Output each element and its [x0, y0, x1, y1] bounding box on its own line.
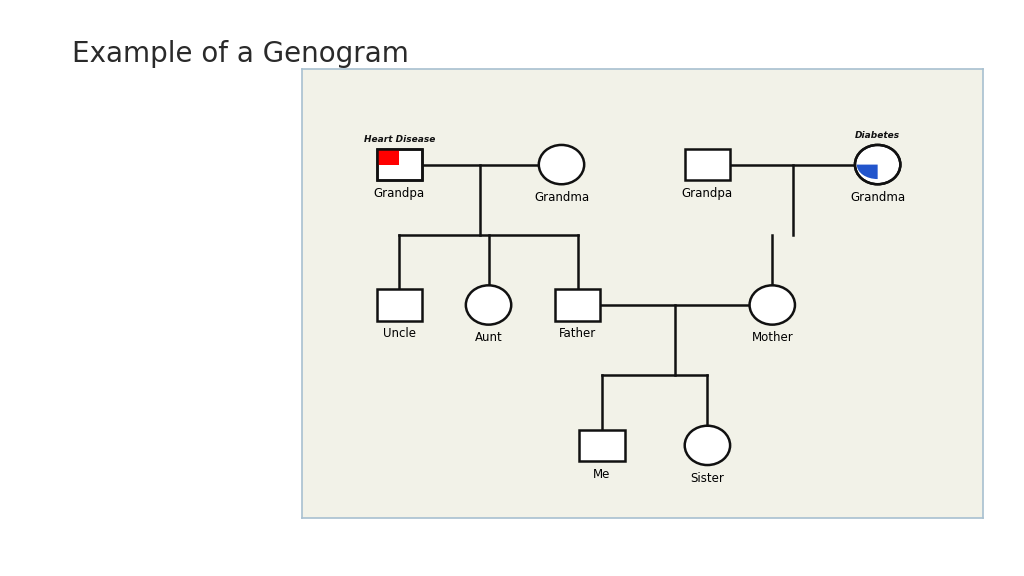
Text: Grandpa: Grandpa: [374, 187, 425, 200]
Text: Grandma: Grandma: [850, 191, 905, 204]
Text: Sister: Sister: [690, 472, 724, 485]
Bar: [685, 149, 730, 180]
Text: Heart Disease: Heart Disease: [364, 135, 435, 145]
Bar: [377, 149, 399, 165]
Ellipse shape: [685, 426, 730, 465]
Ellipse shape: [539, 145, 584, 184]
Bar: [580, 430, 625, 461]
Text: Grandma: Grandma: [534, 191, 589, 204]
Wedge shape: [857, 165, 878, 179]
Text: Example of a Genogram: Example of a Genogram: [72, 40, 409, 69]
Text: Diabetes: Diabetes: [855, 131, 900, 141]
Text: Aunt: Aunt: [475, 331, 503, 344]
Text: Grandpa: Grandpa: [682, 187, 733, 200]
Bar: [377, 289, 422, 321]
Ellipse shape: [466, 285, 511, 325]
Bar: [377, 149, 422, 180]
Bar: [377, 149, 422, 180]
Text: Me: Me: [593, 468, 610, 481]
Ellipse shape: [750, 285, 795, 325]
Text: Father: Father: [559, 327, 596, 340]
Text: Uncle: Uncle: [383, 327, 416, 340]
Ellipse shape: [855, 145, 900, 184]
Bar: [555, 289, 600, 321]
Text: Mother: Mother: [752, 331, 794, 344]
